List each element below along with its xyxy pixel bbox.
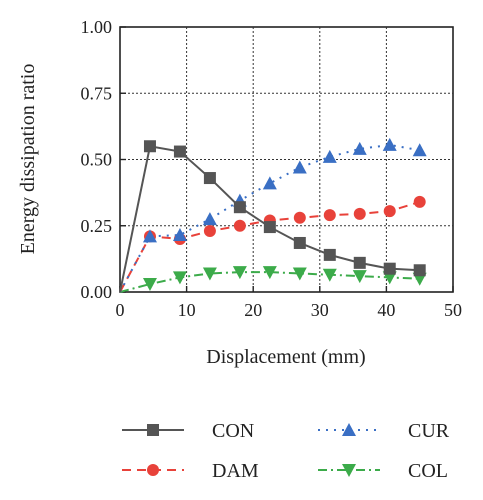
data-point — [323, 248, 336, 261]
data-point — [322, 149, 337, 163]
data-point — [352, 141, 367, 155]
x-tick-label: 40 — [377, 300, 395, 320]
series-line-col — [119, 271, 420, 293]
y-tick-label: 0.50 — [81, 150, 113, 170]
legend-label: CON — [212, 420, 254, 442]
x-tick-label: 10 — [178, 300, 196, 320]
data-point — [263, 221, 276, 234]
data-point — [232, 266, 247, 280]
data-point — [233, 201, 246, 214]
grid — [120, 27, 453, 292]
data-point — [172, 228, 187, 242]
data-point — [233, 219, 246, 232]
x-tick-label: 50 — [444, 300, 462, 320]
y-axis-title: Energy dissipation ratio — [17, 64, 39, 255]
data-point — [173, 145, 186, 158]
series-con — [119, 140, 426, 293]
data-point — [262, 176, 277, 190]
y-tick-label: 1.00 — [81, 17, 113, 37]
data-point — [262, 266, 277, 280]
data-point — [143, 140, 156, 153]
y-tick-label: 0.00 — [81, 282, 113, 302]
x-axis-title: Displacement (mm) — [206, 346, 365, 368]
legend-label: COL — [408, 460, 448, 482]
series-layer — [119, 137, 427, 293]
legend-item-con: CON — [122, 420, 254, 442]
data-point — [352, 270, 367, 284]
legend-item-col: COL — [318, 460, 448, 482]
data-point — [293, 236, 306, 249]
data-point — [322, 268, 337, 282]
data-point — [383, 205, 396, 218]
legend-label: CUR — [408, 420, 450, 442]
legend-item-dam: DAM — [122, 460, 259, 482]
data-point — [142, 229, 157, 243]
legend-item-cur: CUR — [318, 420, 450, 442]
legend-marker — [342, 464, 356, 477]
legend-marker — [147, 424, 159, 436]
data-point — [413, 264, 426, 277]
data-point — [353, 207, 366, 220]
data-point — [203, 225, 216, 238]
series-cur — [119, 137, 427, 293]
data-point — [323, 209, 336, 222]
data-point — [293, 211, 306, 224]
x-tick-label: 20 — [244, 300, 262, 320]
data-point — [412, 143, 427, 157]
x-tick-label: 30 — [311, 300, 329, 320]
legend: CON CUR DAM COL — [122, 420, 450, 482]
data-point — [382, 137, 397, 151]
data-point — [202, 212, 217, 226]
data-point — [202, 267, 217, 281]
y-tick-label: 0.25 — [81, 216, 113, 236]
legend-marker — [147, 464, 159, 476]
y-tick-label: 0.75 — [81, 83, 113, 103]
data-point — [353, 256, 366, 269]
data-point — [413, 195, 426, 208]
data-point — [142, 278, 157, 292]
data-point — [292, 160, 307, 174]
data-point — [292, 267, 307, 281]
legend-marker — [342, 423, 356, 436]
x-tick-label: 0 — [116, 300, 125, 320]
data-point — [172, 271, 187, 285]
axes: 0 10 20 30 40 50 0.00 0.25 0.50 0.75 1.00 — [81, 17, 463, 320]
data-point — [383, 262, 396, 275]
data-point — [203, 172, 216, 185]
legend-label: DAM — [212, 460, 259, 482]
